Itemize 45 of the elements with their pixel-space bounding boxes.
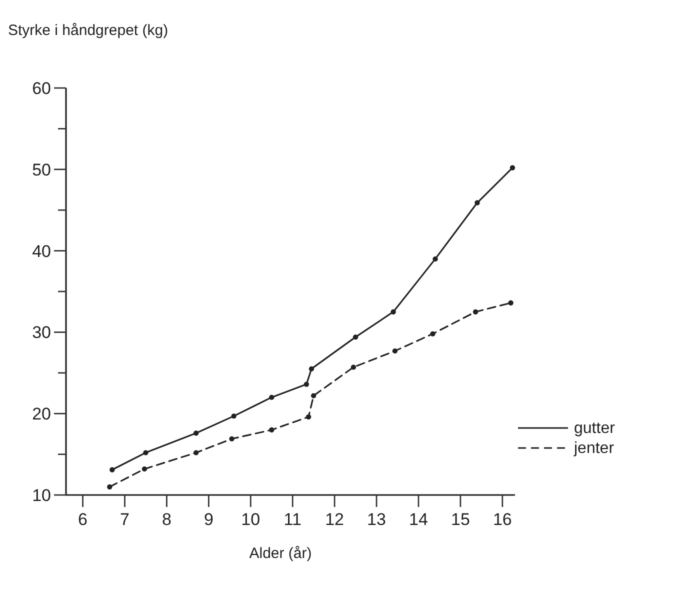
y-tick-label: 10	[32, 486, 51, 505]
point	[142, 466, 148, 472]
x-tick-label: 6	[78, 510, 88, 529]
point	[430, 331, 436, 336]
point	[269, 394, 274, 400]
y-axis-title: Styrke i håndgrepet (kg)	[8, 22, 168, 39]
point	[231, 413, 236, 419]
point	[308, 366, 314, 372]
point	[143, 450, 148, 456]
y-tick-label: 50	[32, 160, 51, 180]
point	[193, 430, 199, 436]
x-tick-label: 12	[325, 510, 344, 529]
x-tick-label: 16	[492, 510, 512, 529]
x-tick-label: 15	[450, 510, 470, 529]
point	[472, 309, 478, 314]
x-tick-label: 7	[120, 510, 130, 529]
point	[352, 334, 358, 340]
point	[107, 484, 112, 490]
legend-label: jenter	[573, 440, 615, 457]
x-tick-label: 11	[284, 510, 302, 529]
x-tick-label: 14	[409, 510, 428, 529]
point	[432, 256, 438, 262]
y-tick-label: 60	[32, 79, 51, 98]
point	[474, 200, 480, 206]
point	[310, 393, 316, 398]
point	[508, 300, 514, 306]
x-tick-label: 9	[204, 510, 214, 529]
x-tick-label: 10	[241, 510, 260, 529]
point	[110, 467, 115, 472]
y-tick-label: 40	[32, 242, 51, 261]
x-axis-title: Alder (år)	[249, 545, 312, 562]
legend-label: gutter	[574, 420, 616, 437]
point	[229, 436, 234, 442]
y-tick-label: 30	[32, 323, 51, 342]
point	[390, 309, 396, 314]
point	[306, 414, 312, 420]
point	[269, 427, 274, 432]
point	[350, 364, 356, 370]
point	[304, 382, 310, 387]
point	[193, 450, 199, 456]
point	[510, 165, 516, 170]
point	[392, 348, 398, 354]
y-tick-label: 20	[32, 404, 51, 424]
x-tick-label: 8	[162, 510, 172, 529]
x-tick-label: 13	[367, 510, 386, 529]
